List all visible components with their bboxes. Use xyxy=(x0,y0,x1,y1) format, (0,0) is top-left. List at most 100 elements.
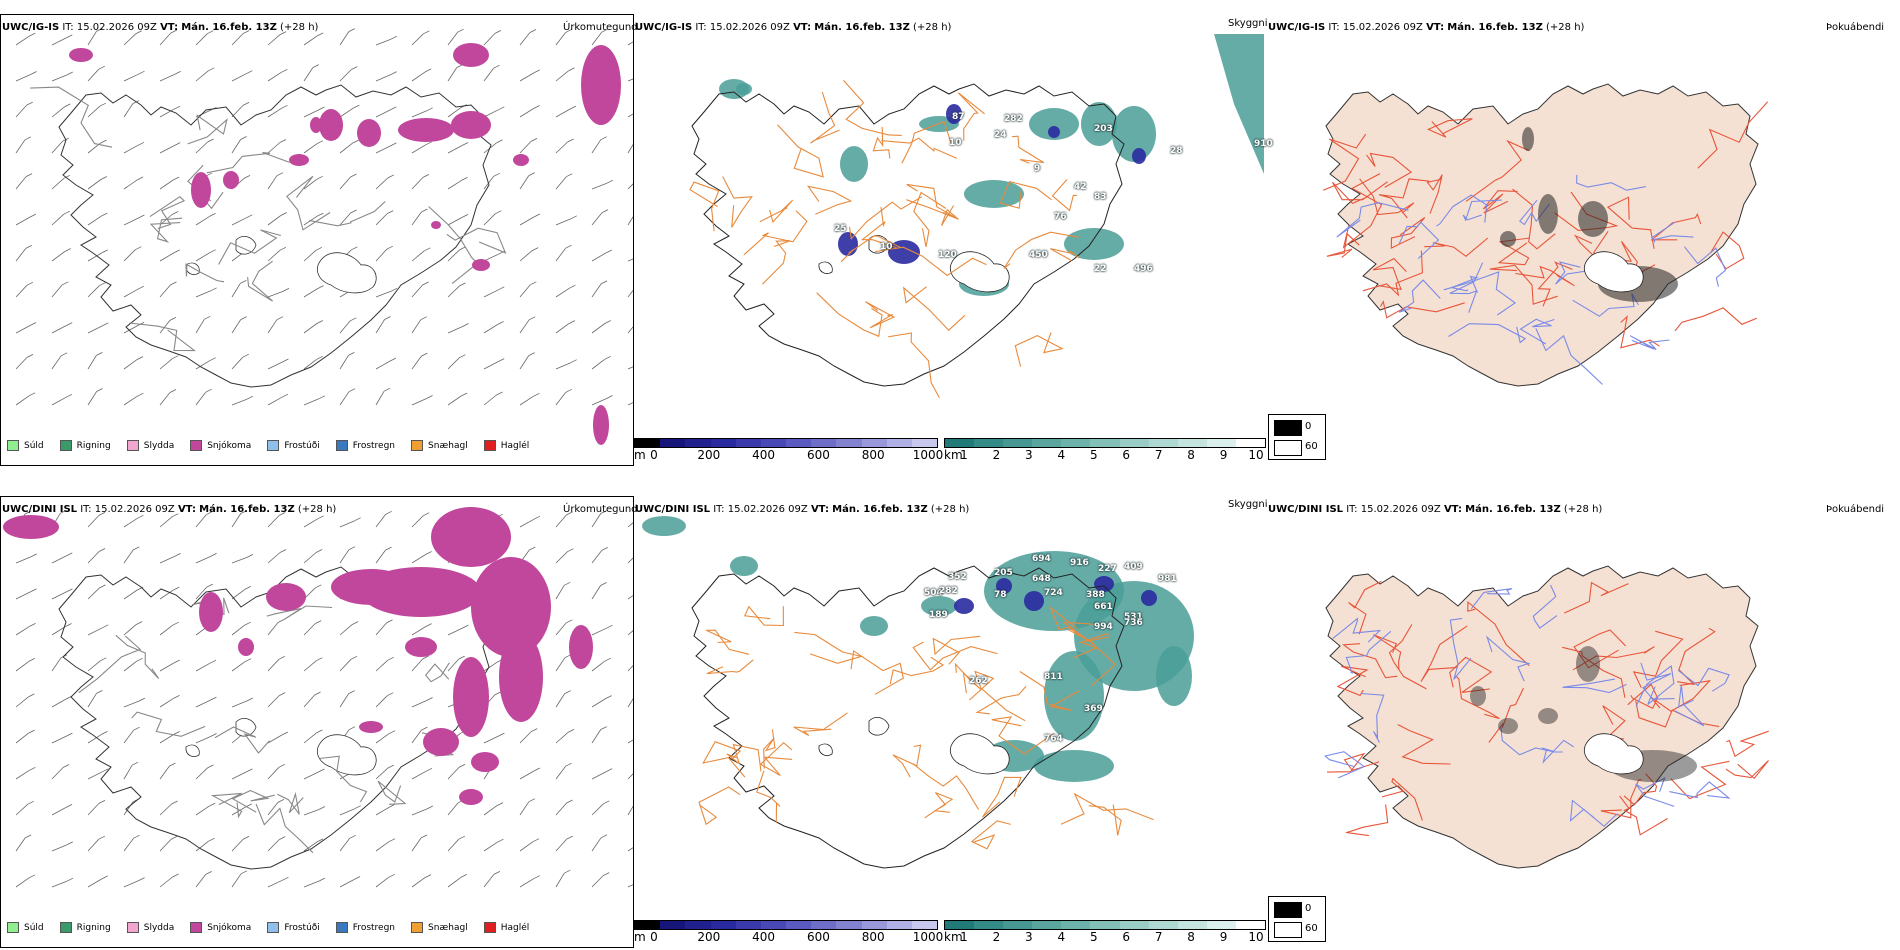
colorbar-bin xyxy=(911,921,938,929)
ceiling-value-label: 724 xyxy=(1044,588,1063,598)
ceiling-value-label: 352 xyxy=(948,572,967,582)
colorbar-tick: 200 xyxy=(697,930,721,944)
legend-label: Slydda xyxy=(143,440,175,451)
ceiling-value-label: 203 xyxy=(1094,124,1113,134)
ceiling-value-label: 981 xyxy=(1158,574,1177,584)
colorbar-bin xyxy=(974,921,1004,929)
colorbar-tick: 3 xyxy=(1025,448,1033,462)
colorbar-tick: 6 xyxy=(1122,930,1131,944)
ceiling-value-label: 648 xyxy=(1032,574,1051,584)
ceiling-value-label: 504 xyxy=(924,588,943,598)
legend-label: Snæhagl xyxy=(428,922,468,933)
fog-legend-box: 0 60 xyxy=(1268,414,1326,460)
wind-barbs xyxy=(15,509,633,888)
legend-swatch xyxy=(411,922,424,933)
legend-swatch xyxy=(267,440,280,451)
colorbar-bin xyxy=(710,439,736,447)
colorbar-bin xyxy=(1119,921,1149,929)
ceiling-value-label: 496 xyxy=(1134,264,1153,274)
header-vis-bottom: UWC/DINI ISL IT: 15.02.2026 09Z VT: Mán.… xyxy=(635,504,970,515)
ceiling-value-label: 120 xyxy=(938,250,957,260)
colorbar-tick: 3 xyxy=(1025,930,1033,944)
fog-legend-label: 0 xyxy=(1305,903,1312,914)
title-vis-bottom: Skyggni xyxy=(1228,499,1268,510)
colorbar-tick: 400 xyxy=(752,448,776,462)
title-precip-top: Úrkomutegund xyxy=(563,22,638,33)
colorbar-tick: 200 xyxy=(697,448,721,462)
fog-panel-bottom xyxy=(1268,496,1900,946)
legend-label: Súld xyxy=(24,440,44,451)
colorbar-bin xyxy=(1003,439,1033,447)
colorbar-bin xyxy=(685,921,711,929)
legend-swatch xyxy=(7,440,19,451)
ceiling-value-label: 369 xyxy=(1084,704,1103,714)
colorbar-tick: 600 xyxy=(806,448,830,462)
fog-legend-label: 60 xyxy=(1305,441,1318,452)
colorbar-bin xyxy=(1177,921,1207,929)
colorbar-tick: 0 xyxy=(650,930,658,944)
colorbar-bin xyxy=(685,439,711,447)
legend-swatch xyxy=(190,922,203,933)
colorbar-bin xyxy=(1235,439,1266,447)
wind-barbs xyxy=(15,28,633,406)
title-fog-top: Þokuábendi xyxy=(1826,22,1885,33)
title-precip-bottom: Úrkomutegund xyxy=(563,504,638,515)
iceland-outline xyxy=(58,566,492,870)
colorbar-bin xyxy=(1032,439,1062,447)
precip-legend-item: Haglél xyxy=(483,440,529,451)
colorbar-bin xyxy=(635,921,661,929)
legend-label: Slydda xyxy=(143,922,175,933)
header-fog-bottom: UWC/DINI ISL IT: 15.02.2026 09Z VT: Mán.… xyxy=(1268,504,1603,515)
colorbar-bin xyxy=(974,439,1004,447)
colorbar-bin xyxy=(886,439,912,447)
fog-legend-box: 0 60 xyxy=(1268,896,1326,942)
colorbar-bin xyxy=(945,439,975,447)
ceiling-value-label: 661 xyxy=(1094,602,1113,612)
precip-legend-item: Slydda xyxy=(126,922,175,933)
ceiling-value-label: 189 xyxy=(929,610,948,620)
colorbar-tick: 8 xyxy=(1187,448,1195,462)
snow-areas xyxy=(69,43,621,445)
colorbar-bin xyxy=(660,921,686,929)
precip-legend-item: Haglél xyxy=(483,922,529,933)
colorbar-bin xyxy=(861,439,887,447)
fog-legend-swatch xyxy=(1274,420,1302,436)
colorbar-tick: 800 xyxy=(861,930,885,944)
legend-label: Rigning xyxy=(76,922,111,933)
precip-legend-item: Súld xyxy=(7,922,44,933)
colorbar-tick: 10 xyxy=(1248,930,1264,944)
colorbar-bin xyxy=(1032,921,1062,929)
ceiling-value-label: 282 xyxy=(1004,114,1023,124)
colorbar-tick: 8 xyxy=(1187,930,1195,944)
iceland-outline xyxy=(30,84,507,388)
legend-swatch xyxy=(126,922,139,933)
colorbar-bin xyxy=(1061,921,1091,929)
ceiling-value-label: 87 xyxy=(952,112,965,122)
fog-map-bottom xyxy=(1324,565,1769,869)
legend-label: Frostúði xyxy=(284,440,320,451)
ceiling-value-label: 262 xyxy=(969,676,988,686)
ceiling-value-label: 994 xyxy=(1094,622,1113,632)
colorbar-bin xyxy=(861,921,887,929)
colorbar-bin xyxy=(1206,921,1236,929)
colorbar-bin xyxy=(786,921,812,929)
fog-map-top xyxy=(1322,83,1769,387)
colorbar-bin xyxy=(735,439,761,447)
legend-label: Súld xyxy=(24,922,44,933)
colorbar-tick: 2 xyxy=(992,448,1001,462)
colorbar-bin xyxy=(911,439,938,447)
colorbar-bin xyxy=(660,439,686,447)
colorbar-tick: 6 xyxy=(1122,448,1131,462)
ceiling-value-label: 764 xyxy=(1044,734,1063,744)
visibility-panel-bottom: 694 916 227 409 352 205 648 981 504 282 78 724 388 18… xyxy=(634,496,1266,946)
colorbar-bin xyxy=(635,439,661,447)
ceiling-value-label: 916 xyxy=(1070,558,1089,568)
colorbar-bin xyxy=(1235,921,1266,929)
precip-panel-bottom: Súld Rigning Slydda Snjókoma Frostúði Frostre… xyxy=(0,496,634,948)
legend-swatch xyxy=(59,922,72,933)
colorbar-tick: 10 xyxy=(1248,448,1264,462)
legend-swatch xyxy=(483,922,496,933)
snow-areas xyxy=(3,507,593,805)
visibility-panel-top: 87 282 24 10 203 28 910 42 9 83 25 10 120 76 450 22 496 xyxy=(634,14,1273,464)
colorbar-tick: 1 xyxy=(960,448,968,462)
